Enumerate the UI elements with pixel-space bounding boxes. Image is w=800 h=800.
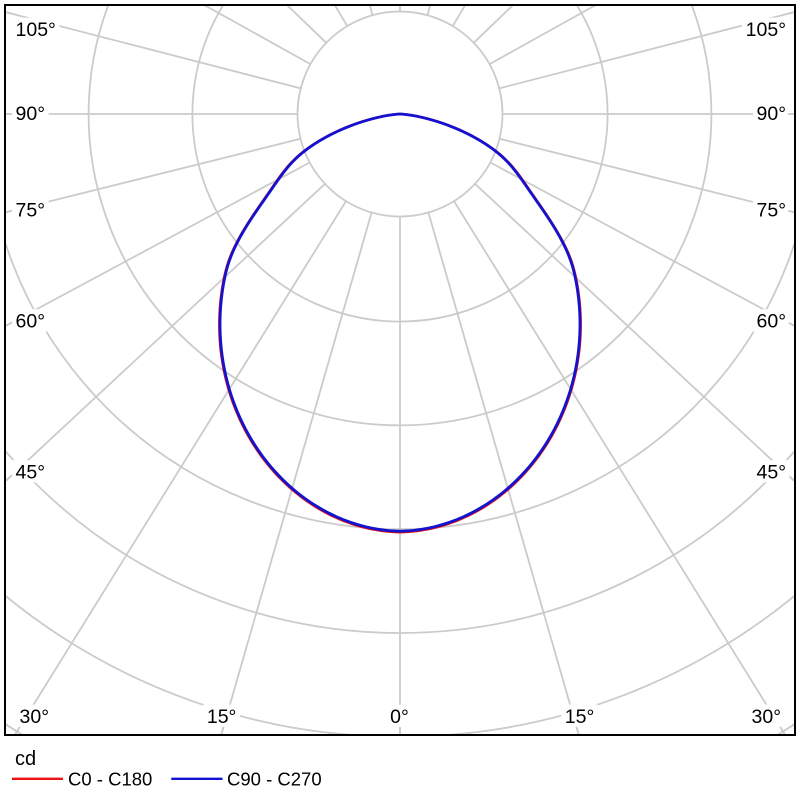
svg-text:15°: 15° bbox=[565, 706, 595, 728]
svg-text:105°: 105° bbox=[16, 19, 56, 41]
svg-text:90°: 90° bbox=[16, 103, 46, 125]
svg-text:75°: 75° bbox=[757, 200, 787, 222]
svg-text:45°: 45° bbox=[757, 462, 787, 484]
svg-text:cd: cd bbox=[15, 748, 36, 770]
svg-text:30°: 30° bbox=[752, 706, 782, 728]
svg-text:15°: 15° bbox=[207, 706, 237, 728]
svg-text:C0 - C180: C0 - C180 bbox=[68, 769, 152, 790]
svg-text:C90 - C270: C90 - C270 bbox=[227, 769, 322, 790]
svg-text:90°: 90° bbox=[757, 103, 787, 125]
svg-text:45°: 45° bbox=[16, 462, 46, 484]
svg-text:75°: 75° bbox=[16, 200, 46, 222]
svg-text:0°: 0° bbox=[390, 706, 409, 728]
svg-text:105°: 105° bbox=[746, 19, 786, 41]
svg-text:60°: 60° bbox=[16, 311, 46, 333]
svg-text:60°: 60° bbox=[757, 311, 787, 333]
svg-text:30°: 30° bbox=[20, 706, 50, 728]
